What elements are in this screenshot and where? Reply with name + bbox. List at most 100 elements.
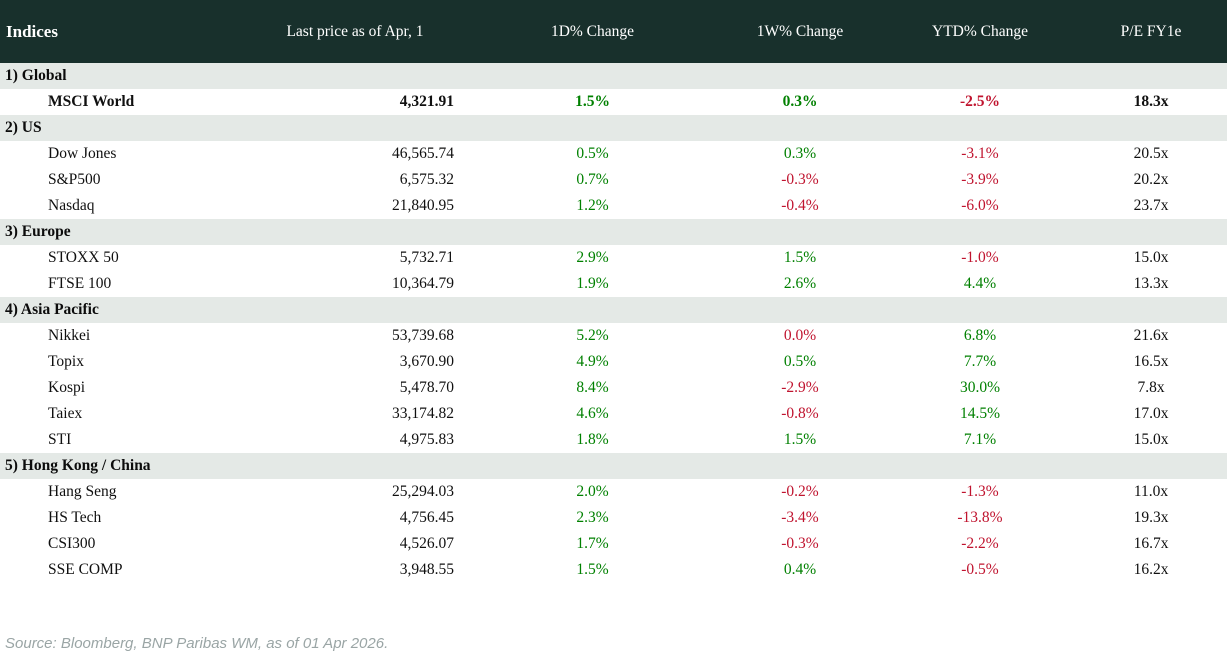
- 1w-change-value: 0.3%: [782, 93, 818, 110]
- 1w-change-value: -0.3%: [781, 535, 819, 552]
- pe-value: 18.3x: [1133, 93, 1169, 110]
- indices-table: Indices Last price as of Apr, 1 1D% Chan…: [0, 0, 1227, 583]
- index-name: CSI300: [48, 535, 96, 552]
- pe-value: 16.7x: [1133, 535, 1169, 552]
- table-row: STI 4,975.83 1.8% 1.5% 7.1% 15.0x: [0, 427, 1227, 453]
- ytd-change-value: 4.4%: [963, 275, 997, 292]
- index-name: STI: [48, 431, 72, 448]
- 1w-change-value: -0.3%: [781, 171, 819, 188]
- 1d-change-value: 0.7%: [576, 171, 609, 188]
- section-label: 1) Global: [0, 63, 1227, 89]
- section-row: 2) US: [0, 115, 1227, 141]
- 1d-change-value: 1.5%: [576, 561, 609, 578]
- ytd-change-value: -3.9%: [961, 171, 999, 188]
- 1w-change-value: 0.4%: [783, 561, 817, 578]
- last-price-value: 6,575.32: [399, 171, 454, 188]
- pe-value: 15.0x: [1133, 249, 1169, 266]
- index-name: Hang Seng: [48, 483, 117, 500]
- table-header: Indices Last price as of Apr, 1 1D% Chan…: [0, 0, 1227, 63]
- ytd-change-value: 30.0%: [959, 379, 1001, 396]
- last-price-value: 21,840.95: [392, 197, 454, 214]
- 1w-change-value: -0.8%: [781, 405, 819, 422]
- 1d-change-value: 1.5%: [575, 93, 610, 110]
- ytd-change-value: 14.5%: [959, 405, 1001, 422]
- ytd-change-value: 7.7%: [963, 353, 997, 370]
- column-header-indices: Indices: [6, 21, 58, 41]
- last-price-value: 5,732.71: [399, 249, 454, 266]
- index-name: HS Tech: [48, 509, 102, 526]
- last-price-value: 46,565.74: [392, 145, 454, 162]
- index-name: SSE COMP: [48, 561, 123, 578]
- 1w-change-value: 0.3%: [783, 145, 817, 162]
- ytd-change-value: 7.1%: [963, 431, 997, 448]
- pe-value: 19.3x: [1133, 509, 1169, 526]
- source-note: Source: Bloomberg, BNP Paribas WM, as of…: [5, 635, 389, 652]
- ytd-change-value: -2.5%: [959, 93, 1001, 110]
- table-row: CSI300 4,526.07 1.7% -0.3% -2.2% 16.7x: [0, 531, 1227, 557]
- 1w-change-value: -2.9%: [781, 379, 819, 396]
- ytd-change-value: -13.8%: [957, 509, 1003, 526]
- 1d-change-value: 0.5%: [576, 145, 609, 162]
- last-price-value: 3,670.90: [399, 353, 454, 370]
- section-label: 2) US: [0, 115, 1227, 141]
- pe-value: 20.5x: [1133, 145, 1169, 162]
- ytd-change-value: -1.0%: [961, 249, 999, 266]
- last-price-value: 4,975.83: [399, 431, 454, 448]
- column-header-last-price: Last price as of Apr, 1: [286, 22, 424, 40]
- table-header-row: Indices Last price as of Apr, 1 1D% Chan…: [0, 0, 1227, 63]
- 1d-change-value: 1.8%: [576, 431, 609, 448]
- 1w-change-value: 1.5%: [783, 249, 817, 266]
- column-header-ytd-change: YTD% Change: [932, 22, 1028, 40]
- pe-value: 17.0x: [1133, 405, 1169, 422]
- table-row: MSCI World 4,321.91 1.5% 0.3% -2.5% 18.3x: [0, 89, 1227, 115]
- section-label: 5) Hong Kong / China: [0, 453, 1227, 479]
- pe-value: 11.0x: [1133, 483, 1169, 500]
- pe-value: 20.2x: [1133, 171, 1169, 188]
- pe-value: 16.2x: [1133, 561, 1169, 578]
- last-price-value: 4,526.07: [399, 535, 454, 552]
- section-row: 4) Asia Pacific: [0, 297, 1227, 323]
- last-price-value: 33,174.82: [392, 405, 454, 422]
- table-row: Kospi 5,478.70 8.4% -2.9% 30.0% 7.8x: [0, 375, 1227, 401]
- ytd-change-value: 6.8%: [963, 327, 997, 344]
- 1w-change-value: 0.0%: [783, 327, 817, 344]
- index-name: Taiex: [48, 405, 83, 422]
- index-name: Kospi: [48, 379, 86, 396]
- 1d-change-value: 2.9%: [576, 249, 609, 266]
- pe-value: 7.8x: [1137, 379, 1165, 396]
- indices-table-body: 1) Global MSCI World 4,321.91 1.5% 0.3% -2.5%…: [0, 63, 1227, 583]
- last-price-value: 53,739.68: [392, 327, 454, 344]
- 1w-change-value: 0.5%: [783, 353, 817, 370]
- 1d-change-value: 1.2%: [576, 197, 609, 214]
- section-label: 3) Europe: [0, 219, 1227, 245]
- column-header-1d-change: 1D% Change: [550, 22, 635, 40]
- section-row: 1) Global: [0, 63, 1227, 89]
- pe-value: 16.5x: [1133, 353, 1169, 370]
- pe-value: 15.0x: [1133, 431, 1169, 448]
- 1w-change-value: -0.2%: [781, 483, 819, 500]
- table-row: Topix 3,670.90 4.9% 0.5% 7.7% 16.5x: [0, 349, 1227, 375]
- section-label: 4) Asia Pacific: [0, 297, 1227, 323]
- table-row: Hang Seng 25,294.03 2.0% -0.2% -1.3% 11.0x: [0, 479, 1227, 505]
- 1d-change-value: 4.6%: [576, 405, 609, 422]
- last-price-value: 10,364.79: [392, 275, 454, 292]
- index-name: STOXX 50: [48, 249, 119, 266]
- table-row: Taiex 33,174.82 4.6% -0.8% 14.5% 17.0x: [0, 401, 1227, 427]
- index-name: S&P500: [48, 171, 101, 188]
- section-row: 5) Hong Kong / China: [0, 453, 1227, 479]
- index-name: Topix: [48, 353, 84, 370]
- table-row: Dow Jones 46,565.74 0.5% 0.3% -3.1% 20.5x: [0, 141, 1227, 167]
- table-row: SSE COMP 3,948.55 1.5% 0.4% -0.5% 16.2x: [0, 557, 1227, 583]
- index-name: Nasdaq: [48, 197, 95, 214]
- 1d-change-value: 8.4%: [576, 379, 609, 396]
- table-row: Nikkei 53,739.68 5.2% 0.0% 6.8% 21.6x: [0, 323, 1227, 349]
- table-row: STOXX 50 5,732.71 2.9% 1.5% -1.0% 15.0x: [0, 245, 1227, 271]
- ytd-change-value: -2.2%: [961, 535, 999, 552]
- last-price-value: 4,756.45: [399, 509, 454, 526]
- 1w-change-value: 2.6%: [783, 275, 817, 292]
- index-name: FTSE 100: [48, 275, 112, 292]
- section-row: 3) Europe: [0, 219, 1227, 245]
- column-header-1w-change: 1W% Change: [756, 22, 844, 40]
- ytd-change-value: -1.3%: [961, 483, 999, 500]
